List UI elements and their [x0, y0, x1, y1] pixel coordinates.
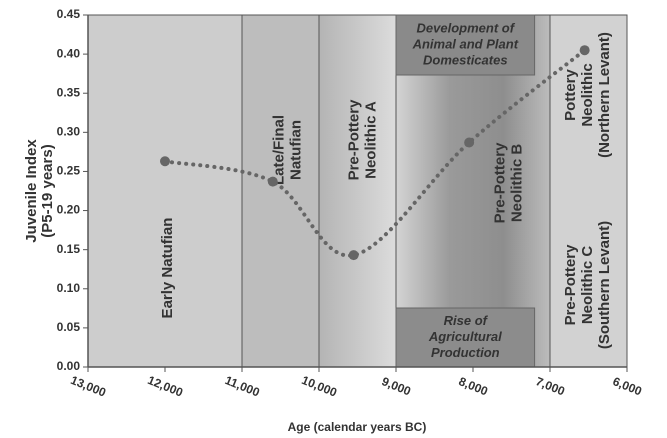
annotation-text: Domesticates [423, 52, 508, 67]
period-label-line: Early Natufian [159, 218, 176, 319]
x-tick-label: 11,000 [223, 373, 262, 400]
annotation-text: Development of [417, 20, 516, 35]
annotation-text: Rise of [444, 313, 489, 328]
period-label: Late/FinalNatufian [270, 115, 304, 185]
y-tick-label: 0.15 [57, 242, 81, 256]
annotation-text: Agricultural [428, 329, 502, 344]
period-label-line: Pre-Pottery [562, 244, 579, 326]
x-tick-label: 13,000 [69, 373, 109, 400]
period-label-line: Neolithic C [579, 246, 596, 325]
period-label-line: Neolithic B [508, 144, 525, 223]
period-label-line: Pottery [562, 69, 579, 121]
data-point [464, 137, 475, 148]
annotation-text: Animal and Plant [412, 36, 519, 51]
y-axis-title: Juvenile Index(P5-19 years) [23, 139, 56, 243]
y-tick-label: 0.10 [57, 281, 81, 295]
period-label-line: Neolithic [579, 63, 596, 126]
annotation-text: Production [431, 345, 500, 360]
x-tick-label: 9,000 [380, 374, 413, 398]
annotation-box [395, 14, 536, 76]
period-region [241, 14, 320, 368]
y-axis-title-line: Juvenile Index [23, 139, 40, 243]
y-tick-label: 0.20 [57, 203, 81, 217]
y-tick-label: 0.40 [57, 46, 81, 60]
x-tick-label: 8,000 [457, 374, 490, 398]
data-point [267, 176, 278, 187]
y-tick-label: 0.25 [57, 164, 81, 178]
y-tick-label: 0.00 [57, 359, 81, 373]
period-label: Pre-PotteryNeolithic A [345, 99, 379, 181]
x-axis-title: Age (calendar years BC) [288, 420, 427, 434]
data-point [579, 45, 590, 56]
period-label-line: Late/Final [270, 115, 287, 185]
period-label: Pre-PotteryNeolithic C(Southern Levant) [562, 221, 613, 349]
data-point [348, 250, 359, 261]
period-label: PotteryNeolithic(Northern Levant) [562, 32, 613, 158]
y-tick-label: 0.05 [57, 320, 81, 334]
x-tick-label: 10,000 [300, 373, 340, 400]
period-label-line: (Northern Levant) [596, 32, 613, 158]
period-label-line: Pre-Pottery [345, 99, 362, 181]
period-region [87, 14, 243, 368]
x-tick-label: 12,000 [146, 373, 186, 400]
y-axis-title-line: (P5-19 years) [39, 144, 56, 237]
y-tick-label: 0.35 [57, 85, 81, 99]
x-tick-label: 6,000 [611, 374, 644, 398]
series-line [163, 48, 587, 258]
y-tick-label: 0.45 [57, 7, 81, 21]
period-region [549, 14, 628, 368]
period-label-line: Neolithic A [362, 101, 379, 179]
x-tick-label: 7,000 [534, 374, 567, 398]
period-label-line: (Southern Levant) [596, 221, 613, 349]
y-tick-label: 0.30 [57, 125, 81, 139]
data-point [160, 156, 170, 167]
period-label: Pre-PotteryNeolithic B [491, 142, 525, 224]
period-label-line: Pre-Pottery [491, 142, 508, 224]
period-label-line: Natufian [287, 120, 304, 180]
period-region [318, 14, 397, 368]
annotation-box [395, 307, 536, 368]
period-label: Early Natufian [159, 218, 176, 319]
